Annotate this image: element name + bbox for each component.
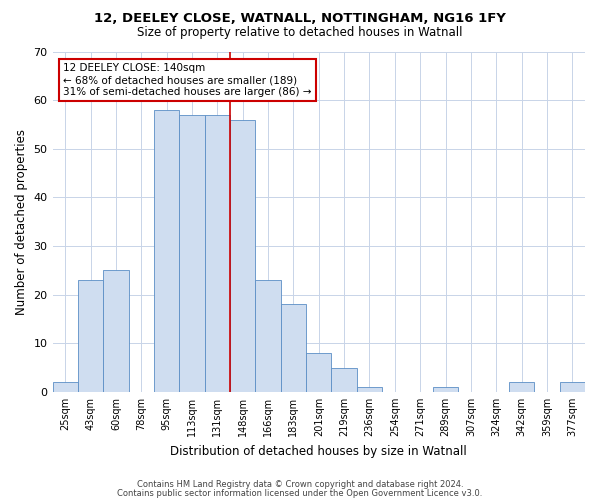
- Bar: [154, 110, 179, 392]
- Bar: [433, 387, 458, 392]
- Bar: [205, 114, 230, 392]
- Text: Contains public sector information licensed under the Open Government Licence v3: Contains public sector information licen…: [118, 488, 482, 498]
- Bar: [509, 382, 534, 392]
- Text: Contains HM Land Registry data © Crown copyright and database right 2024.: Contains HM Land Registry data © Crown c…: [137, 480, 463, 489]
- Text: 12 DEELEY CLOSE: 140sqm
← 68% of detached houses are smaller (189)
31% of semi-d: 12 DEELEY CLOSE: 140sqm ← 68% of detache…: [63, 64, 311, 96]
- Y-axis label: Number of detached properties: Number of detached properties: [15, 128, 28, 314]
- X-axis label: Distribution of detached houses by size in Watnall: Distribution of detached houses by size …: [170, 444, 467, 458]
- Bar: [306, 353, 331, 392]
- Bar: [53, 382, 78, 392]
- Bar: [560, 382, 585, 392]
- Bar: [179, 114, 205, 392]
- Bar: [331, 368, 357, 392]
- Bar: [78, 280, 103, 392]
- Bar: [357, 387, 382, 392]
- Text: Size of property relative to detached houses in Watnall: Size of property relative to detached ho…: [137, 26, 463, 39]
- Text: 12, DEELEY CLOSE, WATNALL, NOTTINGHAM, NG16 1FY: 12, DEELEY CLOSE, WATNALL, NOTTINGHAM, N…: [94, 12, 506, 26]
- Bar: [230, 120, 256, 392]
- Bar: [281, 304, 306, 392]
- Bar: [103, 270, 128, 392]
- Bar: [256, 280, 281, 392]
